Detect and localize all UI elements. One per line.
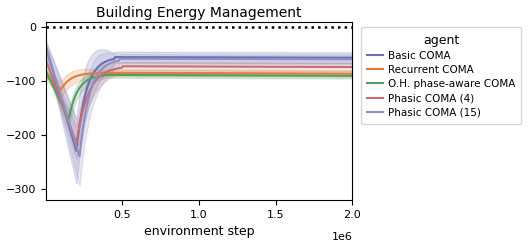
Line: O.H. phase-aware COMA: O.H. phase-aware COMA — [46, 70, 352, 119]
Phasic COMA (15) — [224, 58, 230, 60]
Phasic COMA (15) — [182, 58, 188, 60]
Phasic COMA (4) — [274, 65, 280, 68]
Basic COMA — [248, 56, 254, 59]
O.H. phase-aware COMA — [224, 74, 230, 77]
Phasic COMA (4) — [224, 65, 230, 68]
Line: Phasic COMA (4): Phasic COMA (4) — [46, 60, 352, 143]
Phasic COMA (4) — [182, 65, 188, 68]
Phasic COMA (4) — [43, 58, 49, 61]
Basic COMA — [97, 63, 103, 66]
O.H. phase-aware COMA — [349, 74, 355, 77]
Line: Recurrent COMA: Recurrent COMA — [46, 73, 352, 89]
X-axis label: environment step: environment step — [144, 225, 254, 238]
Recurrent COMA — [97, 71, 103, 74]
Recurrent COMA — [248, 72, 254, 75]
Recurrent COMA — [122, 71, 129, 74]
Phasic COMA (15) — [97, 69, 103, 72]
O.H. phase-aware COMA — [248, 74, 254, 77]
Phasic COMA (15) — [77, 155, 83, 158]
Phasic COMA (15) — [349, 58, 355, 61]
Phasic COMA (4) — [73, 142, 80, 144]
Basic COMA — [73, 149, 80, 152]
Line: Basic COMA: Basic COMA — [46, 46, 352, 151]
Text: 1e6: 1e6 — [332, 232, 352, 242]
Phasic COMA (15) — [122, 57, 128, 60]
Recurrent COMA — [98, 71, 104, 74]
Basic COMA — [349, 56, 355, 59]
Legend: Basic COMA, Recurrent COMA, O.H. phase-aware COMA, Phasic COMA (4), Phasic COMA : Basic COMA, Recurrent COMA, O.H. phase-a… — [361, 27, 522, 124]
Recurrent COMA — [349, 72, 355, 75]
Recurrent COMA — [275, 72, 281, 75]
Basic COMA — [43, 45, 49, 48]
Recurrent COMA — [224, 72, 231, 75]
Phasic COMA (4) — [122, 65, 128, 68]
Recurrent COMA — [182, 72, 188, 74]
Basic COMA — [274, 56, 280, 59]
Basic COMA — [224, 56, 230, 59]
Title: Building Energy Management: Building Energy Management — [96, 6, 302, 20]
Basic COMA — [182, 56, 188, 59]
Recurrent COMA — [58, 88, 64, 91]
Phasic COMA (4) — [248, 65, 254, 68]
O.H. phase-aware COMA — [122, 74, 128, 76]
Basic COMA — [122, 56, 128, 59]
O.H. phase-aware COMA — [65, 117, 72, 120]
O.H. phase-aware COMA — [274, 74, 280, 77]
Phasic COMA (15) — [43, 45, 49, 48]
Phasic COMA (15) — [248, 58, 254, 60]
Phasic COMA (4) — [349, 66, 355, 68]
O.H. phase-aware COMA — [97, 74, 103, 78]
Recurrent COMA — [43, 74, 49, 78]
O.H. phase-aware COMA — [182, 74, 188, 77]
Line: Phasic COMA (15): Phasic COMA (15) — [46, 46, 352, 156]
O.H. phase-aware COMA — [43, 69, 49, 72]
Phasic COMA (15) — [274, 58, 280, 61]
Phasic COMA (4) — [97, 74, 103, 77]
